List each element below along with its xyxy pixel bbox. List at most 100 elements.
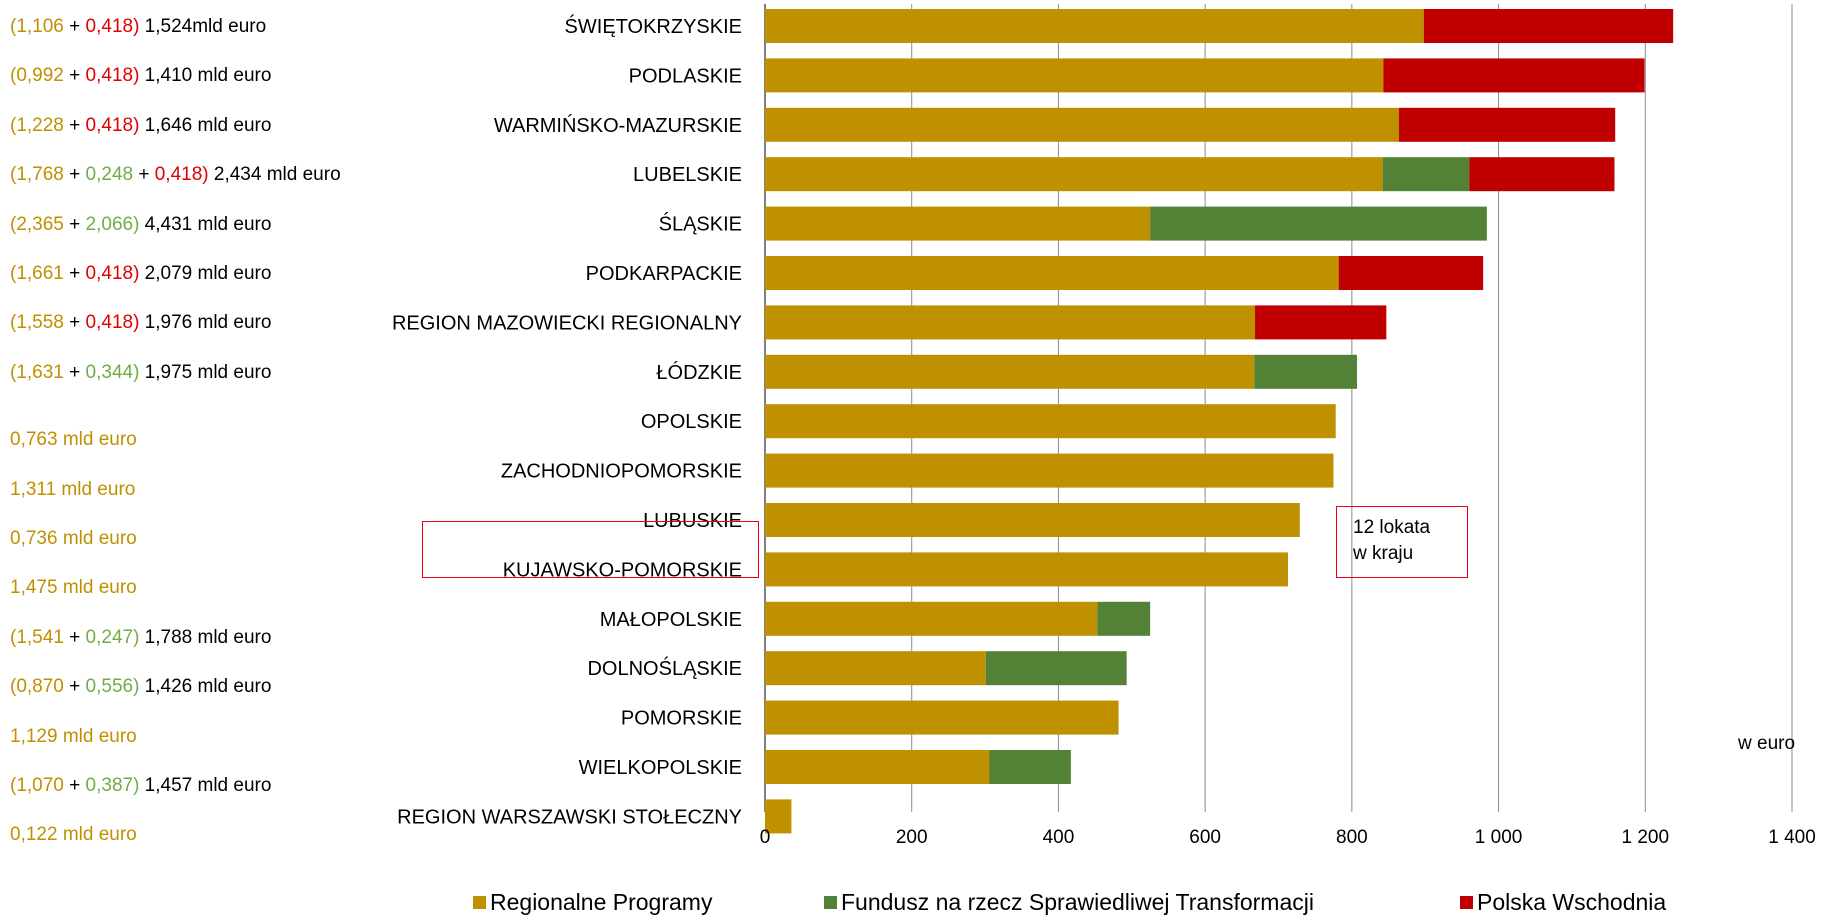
side-note-part: + bbox=[63, 775, 86, 796]
bars bbox=[765, 9, 1674, 834]
side-note-part: 0,418) bbox=[85, 263, 140, 284]
category-label: PODKARPACKIE bbox=[586, 263, 742, 285]
side-note-part: (1,106 bbox=[10, 16, 64, 37]
category-label: WIELKOPOLSKIE bbox=[579, 757, 742, 779]
category-label: OPOLSKIE bbox=[641, 411, 742, 433]
bar-segment bbox=[1338, 256, 1484, 290]
side-note: (1,070 + 0,387) 1,457 mld euro bbox=[10, 772, 271, 799]
x-tick-label: 800 bbox=[1336, 827, 1368, 848]
side-note-part: 4,431 mld euro bbox=[139, 213, 272, 235]
category-label: MAŁOPOLSKIE bbox=[600, 609, 742, 631]
bar-segment bbox=[1382, 157, 1470, 192]
legend-label: Fundusz na rzecz Sprawiedliwej Transform… bbox=[841, 889, 1314, 915]
side-note-part: + bbox=[63, 676, 86, 698]
category-labels: ŚWIĘTOKRZYSKIE PODLASKIE WARMIŃSKO-MAZURSK… bbox=[392, 14, 742, 828]
legend-item: Polska Wschodnia bbox=[1460, 889, 1666, 916]
side-note-part: + bbox=[63, 361, 86, 383]
x-tick-label: 1 400 bbox=[1768, 827, 1816, 848]
x-tick-label: 400 bbox=[1043, 827, 1075, 848]
rank-annotation-line1: 12 lokata bbox=[1353, 517, 1431, 538]
bar-segment bbox=[765, 700, 1119, 735]
side-note-part: 1,524mld euro bbox=[139, 16, 267, 37]
bar-segment bbox=[985, 651, 1127, 686]
x-tick-label: 0 bbox=[760, 827, 771, 848]
side-note: (2,365 + 2,066) 4,431 mld euro bbox=[10, 211, 271, 238]
bar-segment bbox=[765, 601, 1098, 636]
side-note-part: + bbox=[63, 312, 86, 334]
rank-annotation: 12 lokata w kraju bbox=[1336, 506, 1468, 578]
legend-label: Polska Wschodnia bbox=[1477, 889, 1667, 915]
side-notes: (1,106 + 0,418) 1,524mld euro (0,992 + 0,… bbox=[0, 0, 360, 922]
side-note: 1,475 mld euro bbox=[10, 574, 137, 601]
bar-segment bbox=[765, 107, 1399, 142]
side-note-part: (1,631 bbox=[10, 361, 64, 383]
legend-item: Fundusz na rzecz Sprawiedliwej Transform… bbox=[824, 889, 1314, 916]
bar-segment bbox=[1150, 206, 1487, 241]
side-note: 1,129 mld euro bbox=[10, 723, 137, 750]
side-note-part: 1,457 mld euro bbox=[139, 775, 272, 796]
side-note-part: 2,434 mld euro bbox=[208, 164, 341, 186]
legend-swatch bbox=[1460, 896, 1473, 909]
bar-segment bbox=[765, 58, 1384, 93]
side-note-part: + bbox=[63, 65, 86, 87]
side-note-part: 1,975 mld euro bbox=[139, 361, 272, 383]
side-note-part: 1,976 mld euro bbox=[139, 312, 272, 334]
bar-segment bbox=[765, 256, 1339, 290]
stacked-bar-chart: ŚWIĘTOKRZYSKIE PODLASKIE WARMIŃSKO-MAZURSK… bbox=[392, 4, 1816, 848]
bar-segment bbox=[765, 157, 1383, 192]
category-label: DOLNOŚLĄSKIE bbox=[587, 656, 742, 680]
x-tick-label: 1 000 bbox=[1475, 827, 1523, 848]
bar-segment bbox=[1469, 157, 1615, 192]
side-note-part: (1,070 bbox=[10, 775, 64, 796]
side-note-part: 1,410 mld euro bbox=[139, 65, 272, 87]
side-note: (1,541 + 0,247) 1,788 mld euro bbox=[10, 624, 271, 651]
side-note: (1,768 + 0,248 + 0,418) 2,434 mld euro bbox=[10, 161, 370, 188]
side-note-part: (1,661 bbox=[10, 263, 64, 284]
category-label: KUJAWSKO-POMORSKIE bbox=[503, 559, 742, 581]
bar-segment bbox=[765, 651, 986, 686]
bar-segment bbox=[765, 206, 1151, 241]
side-note-part: 1,129 mld euro bbox=[10, 725, 137, 747]
side-note: (1,661 + 0,418) 2,079 mld euro bbox=[10, 260, 271, 287]
x-tick-label: 200 bbox=[896, 827, 928, 848]
side-note-part: 0,122 mld euro bbox=[10, 824, 137, 846]
side-note-part: + bbox=[63, 164, 86, 186]
bar-segment bbox=[765, 404, 1336, 439]
side-note: 1,311 mld euro bbox=[10, 476, 135, 503]
bar-segment bbox=[765, 552, 1289, 587]
side-note: (1,228 + 0,418) 1,646 mld euro bbox=[10, 112, 271, 139]
side-note-part: 2,079 mld euro bbox=[139, 263, 272, 284]
side-note-part: 0,248 bbox=[85, 164, 134, 186]
category-label: ŚWIĘTOKRZYSKIE bbox=[565, 14, 742, 38]
highlight-box bbox=[422, 521, 759, 578]
side-note-part: 0,418) bbox=[85, 114, 140, 136]
bar-segment bbox=[765, 799, 792, 834]
side-note-part: 0,418) bbox=[85, 65, 140, 87]
side-note-part: + bbox=[63, 16, 86, 37]
side-note-part: 0,344) bbox=[85, 361, 140, 383]
bar-segment bbox=[1423, 9, 1674, 43]
side-note-part: (0,992 bbox=[10, 65, 64, 87]
side-note-part: + bbox=[63, 626, 86, 648]
side-note-part: 0,763 mld euro bbox=[10, 429, 137, 451]
bar-segment bbox=[765, 503, 1300, 537]
category-label: LUBELSKIE bbox=[633, 164, 742, 186]
side-note-part: 2,066) bbox=[85, 213, 140, 235]
category-label: REGION WARSZAWSKI STOŁECZNY bbox=[397, 806, 742, 828]
bar-segment bbox=[765, 305, 1256, 340]
category-label: ZACHODNIOPOMORSKIE bbox=[501, 461, 742, 483]
side-note: (0,870 + 0,556) 1,426 mld euro bbox=[10, 673, 271, 700]
side-note-part: 1,475 mld euro bbox=[10, 577, 137, 599]
bar-segment bbox=[1383, 58, 1645, 93]
side-note: (1,558 + 0,418) 1,976 mld euro bbox=[10, 309, 271, 336]
bar-segment bbox=[1255, 305, 1387, 340]
legend-label: Regionalne Programy bbox=[490, 889, 713, 915]
side-note-part: + bbox=[63, 114, 86, 136]
bar-segment bbox=[1254, 354, 1357, 389]
legend-swatch bbox=[473, 896, 486, 909]
bar-segment bbox=[765, 453, 1334, 488]
side-note: 0,736 mld euro bbox=[10, 525, 137, 552]
side-note: (1,106 + 0,418) 1,524mld euro bbox=[10, 13, 266, 40]
side-note-part: (2,365 bbox=[10, 213, 64, 235]
category-label: PODLASKIE bbox=[629, 65, 742, 87]
